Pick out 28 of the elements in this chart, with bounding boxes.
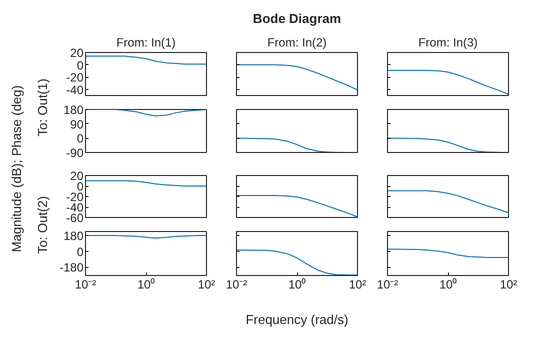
chart-title: From: In(1) <box>116 36 176 50</box>
x-tick-label: 10² <box>198 278 216 292</box>
chart-title: Bode Diagram <box>252 11 342 26</box>
x-tick-label: 10⁰ <box>439 278 457 292</box>
y-tick-label: 180 <box>63 228 84 243</box>
chart-title: From: In(3) <box>418 36 478 50</box>
y-tick-label: 90 <box>70 117 84 132</box>
x-tick-label: 10⁰ <box>288 278 306 292</box>
y-tick-label: 180 <box>63 103 84 117</box>
x-tick-label: 10⁻² <box>226 278 248 292</box>
x-tick-label: 10² <box>348 278 366 292</box>
x-axis-title: Frequency (rad/s) <box>246 312 348 327</box>
x-tick-label: 10⁰ <box>137 278 155 292</box>
y-axis-title: To: Out(1) <box>35 78 50 136</box>
y-tick-label: -20 <box>66 70 84 85</box>
y-tick-label: 20 <box>70 46 84 60</box>
y-axis-title: To: Out(2) <box>35 196 50 254</box>
x-tick-label: 10⁻² <box>376 278 398 292</box>
y-tick-label: -90 <box>66 146 84 160</box>
y-axis-title: Magnitude (dB); Phase (deg) <box>9 85 24 252</box>
x-tick-label: 10⁻² <box>74 278 96 292</box>
y-tick-label: 0 <box>76 244 84 259</box>
y-tick-label: -180 <box>59 260 84 275</box>
y-tick-label: 0 <box>76 58 84 72</box>
y-tick-label: 0 <box>76 132 84 146</box>
y-tick-label: -40 <box>66 82 84 97</box>
x-tick-label: 10² <box>500 278 518 292</box>
chart-subtitle: From: In(2) <box>267 36 327 50</box>
